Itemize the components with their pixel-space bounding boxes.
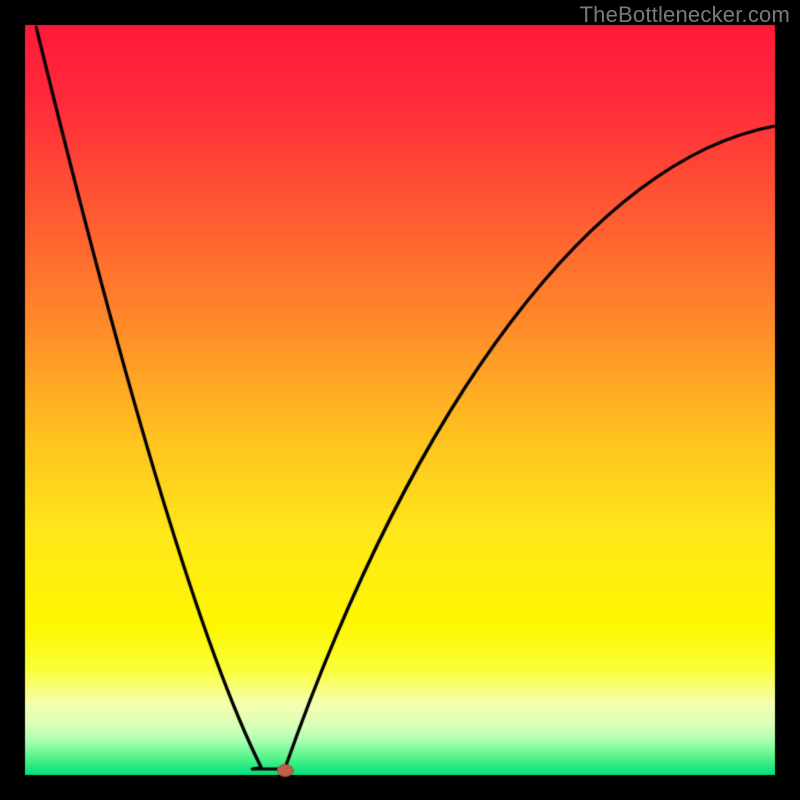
bottleneck-chart-canvas <box>0 0 800 800</box>
chart-root: TheBottlenecker.com <box>0 0 800 800</box>
